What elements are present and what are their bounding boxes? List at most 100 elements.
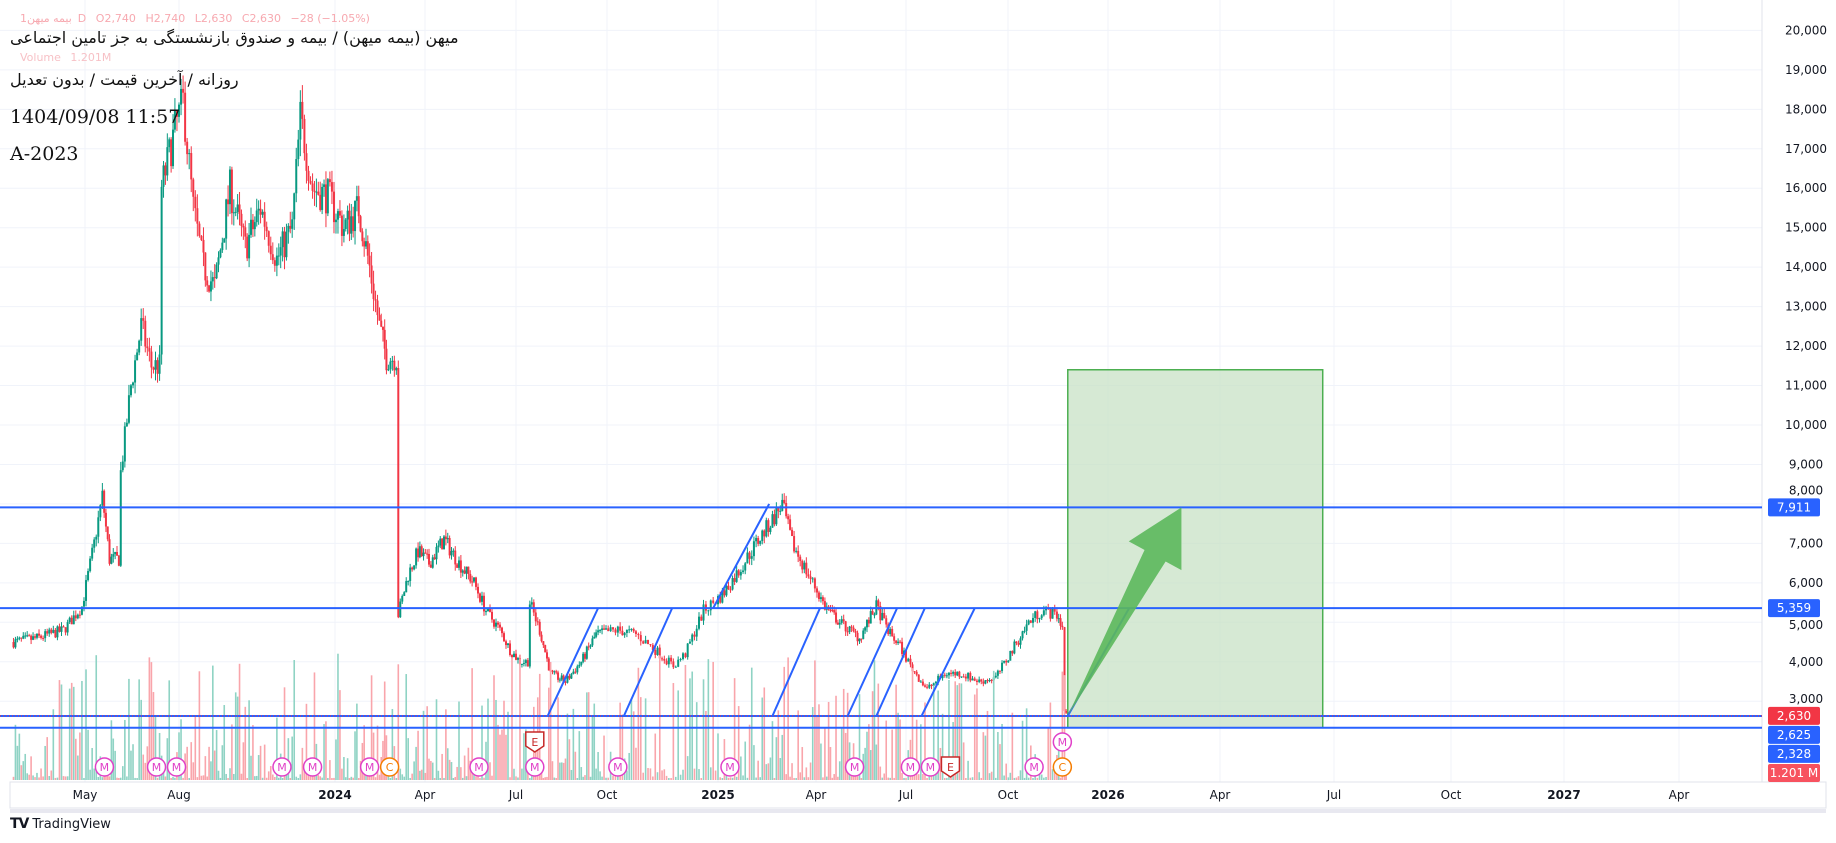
volume-bar	[196, 777, 199, 780]
volume-bar	[313, 672, 316, 780]
candle-body	[26, 635, 29, 637]
time-axis-label: Aug	[167, 788, 190, 802]
candle-body	[285, 231, 288, 258]
volume-bar	[24, 753, 27, 780]
event-marker-label[interactable]: M	[1058, 736, 1068, 749]
legend-change: −28 (−1.05%)	[290, 12, 370, 25]
volume-bar	[56, 777, 59, 780]
volume-bar	[695, 702, 698, 780]
event-marker-label[interactable]: M	[308, 761, 318, 774]
candle-body	[328, 179, 331, 183]
volume-bar	[705, 710, 707, 780]
volume-bars	[12, 653, 1067, 780]
candle-body	[911, 664, 914, 672]
trend-line	[875, 607, 926, 717]
candle-body	[969, 672, 972, 681]
legend-high: H2,740	[145, 12, 186, 25]
event-marker-label[interactable]: M	[926, 761, 936, 774]
price-axis-label: 8,000	[1789, 483, 1823, 497]
candle-body	[106, 526, 109, 540]
candle-body	[431, 557, 434, 568]
candle-body	[164, 165, 167, 176]
volume-bar	[299, 774, 302, 780]
event-marker-label[interactable]: M	[530, 761, 540, 774]
volume-bar	[560, 762, 563, 780]
candle-body	[170, 139, 173, 167]
event-marker-label[interactable]: C	[386, 761, 394, 774]
candle-body	[978, 679, 981, 682]
legend-open: O2,740	[95, 12, 136, 25]
volume-bar	[570, 769, 573, 780]
time-axis-label: Jul	[1326, 788, 1341, 802]
candle-body	[152, 367, 155, 370]
volume-bar	[72, 686, 75, 780]
volume-bar	[901, 772, 903, 780]
candle-body	[667, 657, 670, 665]
candle-body	[530, 602, 533, 605]
event-marker-label[interactable]: M	[725, 761, 735, 774]
volume-bar	[1007, 777, 1010, 780]
legend-low: L2,630	[194, 12, 233, 25]
volume-bar	[343, 757, 345, 780]
candle-body	[479, 593, 481, 602]
candle-body	[355, 196, 358, 201]
candle-body	[574, 671, 577, 673]
volume-legend: Volume 1.201M	[20, 51, 117, 64]
candle-body	[744, 563, 747, 571]
candle-body	[1032, 617, 1034, 623]
candle-body	[409, 567, 412, 582]
volume-bar	[475, 776, 477, 780]
candle-body	[95, 536, 98, 540]
time-axis-label: Apr	[806, 788, 827, 802]
event-marker-label[interactable]: M	[474, 761, 484, 774]
volume-bar	[68, 688, 71, 780]
candle-body	[727, 585, 730, 590]
meeting-marker-icon	[272, 757, 292, 777]
event-marker-label[interactable]: M	[277, 761, 287, 774]
volume-bar	[471, 668, 473, 780]
volume-bar	[303, 767, 306, 780]
volume-bar	[448, 759, 451, 780]
volume-bar	[217, 770, 220, 780]
candle-body	[418, 546, 421, 558]
volume-bar	[871, 691, 874, 780]
event-marker-label[interactable]: E	[947, 761, 954, 774]
candle-body	[112, 554, 115, 557]
volume-bar	[691, 671, 694, 780]
candle-body	[630, 628, 633, 630]
volume-bar	[136, 778, 138, 780]
candle-body	[785, 502, 788, 517]
event-marker-label[interactable]: E	[531, 736, 538, 749]
tradingview-logo[interactable]: TV TradingView	[10, 816, 111, 832]
candle-body	[757, 537, 760, 544]
time-axis	[9, 781, 1827, 809]
candle-body	[223, 238, 226, 243]
candle-body	[422, 552, 425, 557]
event-marker-label[interactable]: M	[152, 761, 162, 774]
candle-body	[173, 110, 176, 130]
volume-bar	[293, 660, 296, 780]
event-marker-label[interactable]: M	[1029, 761, 1039, 774]
candle-body	[219, 250, 222, 258]
candle-body	[89, 558, 92, 572]
event-marker-label[interactable]: M	[365, 761, 375, 774]
volume-bar	[101, 777, 104, 780]
price-axis-label: 4,000	[1789, 655, 1823, 669]
volume-bar	[911, 668, 914, 780]
candle-body	[309, 180, 312, 184]
candle-body	[811, 578, 814, 580]
event-marker-label[interactable]: M	[172, 761, 182, 774]
event-marker-label[interactable]: M	[100, 761, 110, 774]
event-marker-label[interactable]: M	[906, 761, 916, 774]
candle-body	[148, 348, 151, 352]
candle-body	[654, 649, 657, 655]
volume-bar	[150, 662, 153, 780]
event-marker-label[interactable]: M	[613, 761, 623, 774]
candle-body	[162, 165, 165, 187]
event-marker-label[interactable]: M	[850, 761, 860, 774]
candle-body	[295, 159, 298, 194]
volume-bar	[515, 776, 517, 780]
event-marker-label[interactable]: C	[1059, 761, 1067, 774]
candle-body	[1065, 710, 1068, 713]
